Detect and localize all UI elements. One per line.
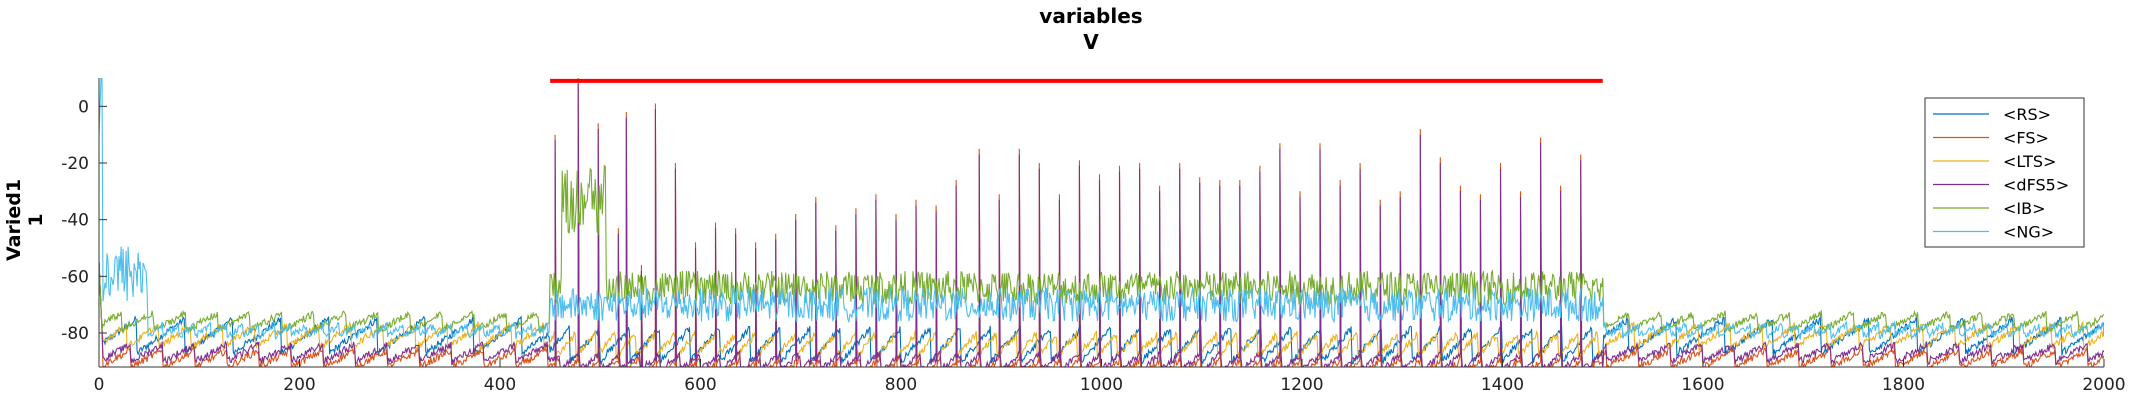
legend: <RS> <FS> <LTS> <dFS5> <IB> <NG> bbox=[1924, 97, 2085, 248]
x-tick-label: 1400 bbox=[1481, 375, 1524, 395]
legend-label: <NG> bbox=[2003, 223, 2054, 242]
x-tick-label: 400 bbox=[484, 375, 516, 395]
y-axis-label-line2: 1 bbox=[25, 213, 47, 226]
y-tick-label: -40 bbox=[61, 211, 89, 231]
chart-title: variables bbox=[1039, 4, 1142, 28]
y-tick-label: -80 bbox=[61, 324, 89, 344]
legend-label: <FS> bbox=[2003, 129, 2049, 148]
y-tick-label: 0 bbox=[78, 97, 89, 117]
x-tick-label: 0 bbox=[94, 375, 105, 395]
axes: 0 200 400 600 800 1000 1200 1400 1600 1800 2000 0 -2… bbox=[61, 78, 2126, 395]
series-line-dfs5 bbox=[99, 83, 2104, 367]
x-tick-label: 1200 bbox=[1280, 375, 1323, 395]
x-tick-label: 800 bbox=[885, 375, 917, 395]
x-tick-label: 200 bbox=[283, 375, 315, 395]
series-line-ib bbox=[99, 164, 2104, 335]
legend-box bbox=[1924, 97, 2085, 248]
y-axis-label: Varied1 bbox=[3, 179, 25, 261]
x-tick-label: 600 bbox=[684, 375, 716, 395]
legend-label: <RS> bbox=[2003, 105, 2051, 124]
y-axis-label-group: Varied1 1 bbox=[3, 179, 47, 261]
x-tick-label: 1000 bbox=[1080, 375, 1123, 395]
series-layer bbox=[99, 78, 2104, 367]
x-tick-label: 1600 bbox=[1681, 375, 1724, 395]
chart-subtitle: V bbox=[1083, 30, 1099, 54]
legend-label: <dFS5> bbox=[2003, 176, 2069, 195]
y-tick-label: -20 bbox=[61, 154, 89, 174]
legend-label: <IB> bbox=[2003, 199, 2046, 218]
series-line-ng bbox=[99, 78, 2104, 341]
y-tick-label: -60 bbox=[61, 267, 89, 287]
legend-label: <LTS> bbox=[2003, 152, 2056, 171]
x-tick-label: 1800 bbox=[1882, 375, 1925, 395]
x-tick-label: 2000 bbox=[2082, 375, 2125, 395]
series-line-lts bbox=[99, 262, 2104, 361]
series-line-fs bbox=[99, 78, 2104, 367]
